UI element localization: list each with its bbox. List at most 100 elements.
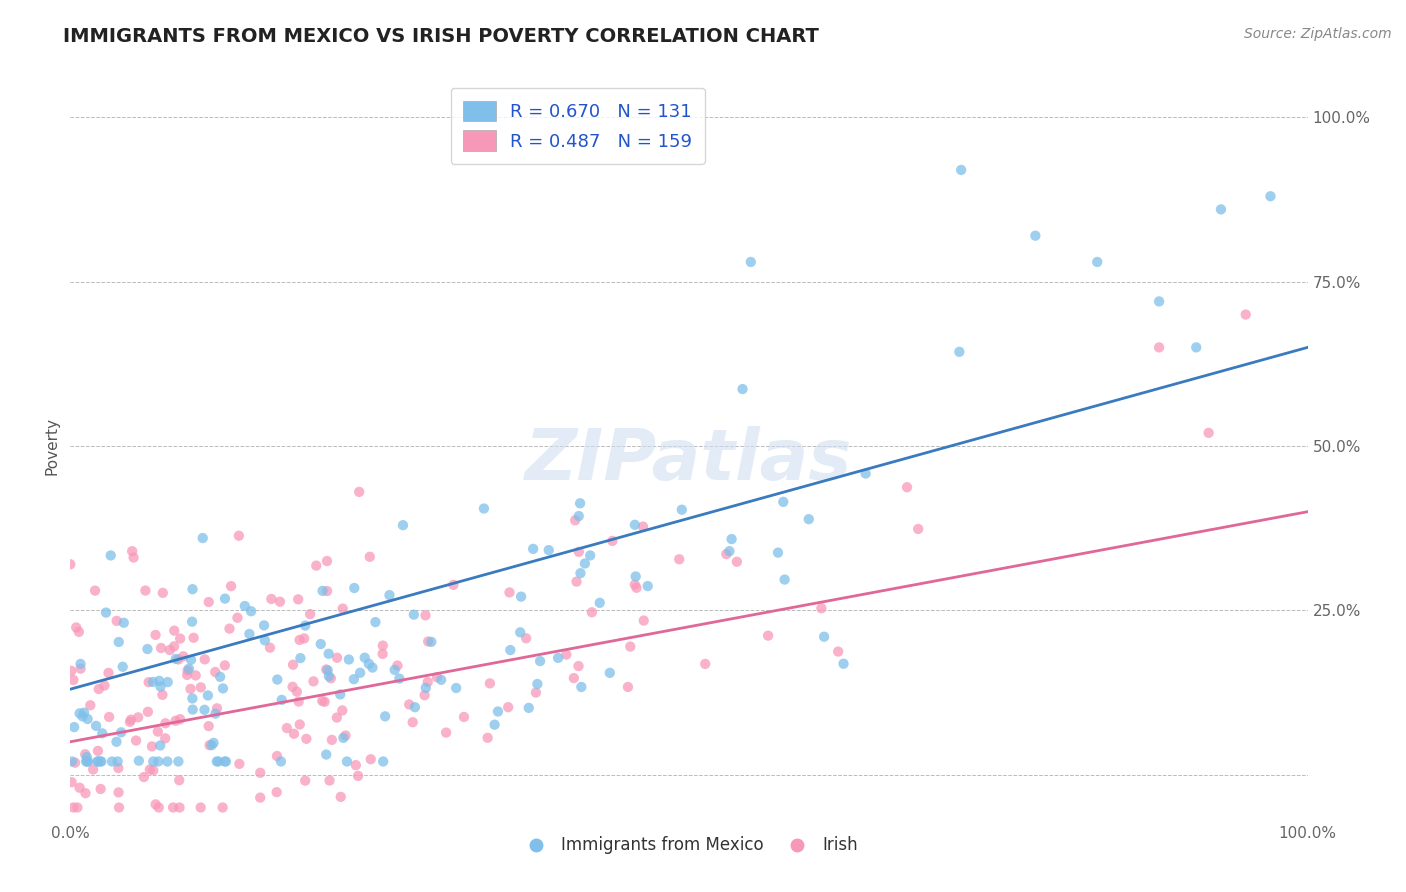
Point — [720, 532, 742, 546]
Point — [415, 681, 437, 695]
Point — [1209, 202, 1232, 217]
Point — [181, 702, 204, 716]
Point — [269, 595, 291, 609]
Point — [364, 615, 387, 629]
Point — [517, 701, 540, 715]
Point — [472, 501, 495, 516]
Point — [522, 541, 544, 556]
Point — [453, 710, 475, 724]
Point — [1085, 255, 1108, 269]
Point — [121, 544, 143, 558]
Point — [287, 695, 309, 709]
Point — [67, 624, 90, 639]
Point — [197, 595, 219, 609]
Point — [426, 670, 449, 684]
Point — [152, 688, 174, 702]
Point — [288, 632, 311, 647]
Point — [602, 533, 624, 548]
Point — [240, 604, 263, 618]
Point — [295, 731, 318, 746]
Point — [179, 681, 201, 696]
Point — [176, 664, 198, 678]
Point — [138, 675, 160, 690]
Point — [167, 755, 190, 769]
Point — [238, 627, 260, 641]
Point — [215, 755, 238, 769]
Point — [318, 647, 340, 661]
Point — [165, 652, 187, 666]
Point — [305, 558, 328, 573]
Point — [260, 591, 283, 606]
Point — [499, 643, 522, 657]
Point — [311, 583, 333, 598]
Point — [288, 717, 311, 731]
Point — [318, 669, 340, 683]
Point — [740, 255, 762, 269]
Point — [155, 731, 177, 746]
Point — [404, 700, 426, 714]
Point — [198, 738, 221, 752]
Point — [283, 727, 305, 741]
Point — [756, 629, 779, 643]
Point — [128, 754, 150, 768]
Point — [314, 695, 336, 709]
Point — [218, 622, 240, 636]
Point — [204, 706, 226, 721]
Point — [1185, 340, 1208, 354]
Point — [219, 579, 242, 593]
Point — [122, 550, 145, 565]
Point — [63, 756, 86, 770]
Point — [107, 635, 129, 649]
Point — [62, 673, 84, 687]
Point — [797, 512, 820, 526]
Point — [69, 662, 91, 676]
Point — [108, 800, 131, 814]
Point — [294, 618, 316, 632]
Point — [907, 522, 929, 536]
Point — [183, 631, 205, 645]
Point — [315, 662, 337, 676]
Point — [145, 628, 167, 642]
Point — [294, 773, 316, 788]
Point — [855, 467, 877, 481]
Point — [139, 763, 162, 777]
Point — [205, 701, 228, 715]
Point — [329, 789, 352, 804]
Point — [167, 773, 190, 788]
Point — [1024, 228, 1046, 243]
Point — [72, 709, 94, 723]
Point — [569, 680, 592, 694]
Point — [343, 672, 366, 686]
Point — [193, 703, 215, 717]
Point — [316, 663, 339, 677]
Point — [77, 755, 100, 769]
Point — [827, 644, 849, 658]
Point — [496, 700, 519, 714]
Point — [810, 601, 832, 615]
Point — [145, 797, 167, 812]
Point — [896, 480, 918, 494]
Point — [1147, 294, 1170, 309]
Point — [69, 780, 91, 795]
Point — [526, 677, 548, 691]
Point — [299, 607, 322, 621]
Point — [76, 750, 98, 764]
Point — [1234, 308, 1257, 322]
Point — [60, 664, 83, 678]
Point — [127, 710, 149, 724]
Point — [62, 800, 84, 814]
Point — [568, 545, 591, 559]
Point — [515, 632, 537, 646]
Point — [1260, 189, 1282, 203]
Point — [228, 529, 250, 543]
Point — [76, 712, 98, 726]
Point — [197, 719, 219, 733]
Point — [112, 615, 135, 630]
Point — [162, 800, 184, 814]
Point — [97, 665, 120, 680]
Point — [695, 657, 717, 671]
Point — [434, 725, 457, 739]
Point — [555, 648, 578, 662]
Point — [204, 665, 226, 679]
Point — [181, 582, 204, 597]
